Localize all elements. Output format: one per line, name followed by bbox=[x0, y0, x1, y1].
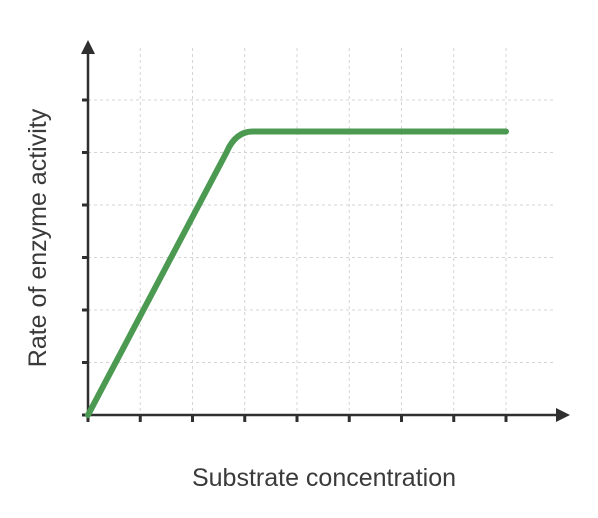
y-axis-label: Rate of enzyme activity bbox=[24, 108, 52, 367]
axes bbox=[81, 40, 570, 422]
grid bbox=[88, 48, 555, 415]
y-axis-arrow bbox=[81, 40, 95, 54]
series-line-1 bbox=[85, 128, 509, 418]
x-axis-label: Substrate concentration bbox=[192, 464, 456, 492]
x-axis-arrow bbox=[556, 408, 570, 422]
series-layer bbox=[85, 128, 509, 418]
